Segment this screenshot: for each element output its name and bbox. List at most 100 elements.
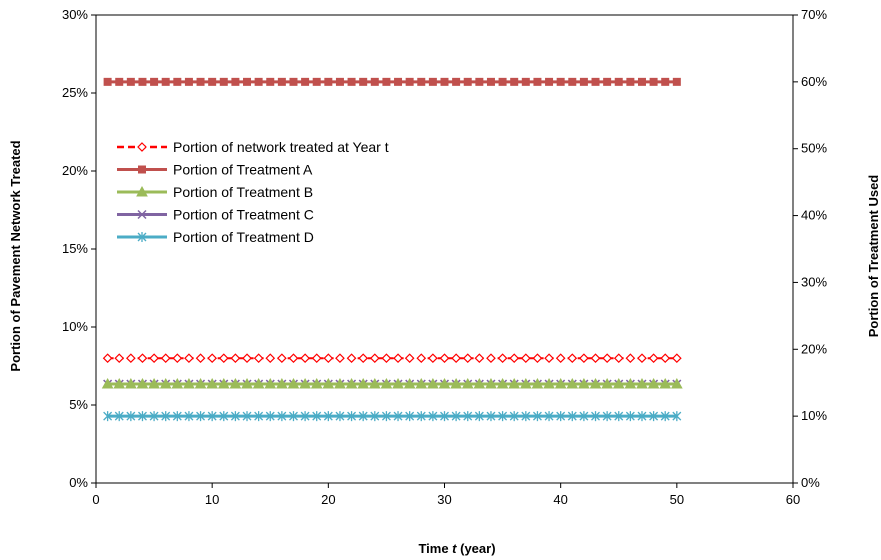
series-point <box>102 353 113 364</box>
series-point <box>486 353 496 364</box>
series-point <box>394 77 403 86</box>
left-tick-label: 30% <box>62 7 88 22</box>
series-point <box>217 378 230 389</box>
series-point <box>126 77 135 86</box>
series-point <box>393 411 403 422</box>
series-point <box>287 378 300 389</box>
left-tick-label: 0% <box>69 475 88 490</box>
series-point <box>591 411 600 422</box>
series-point <box>114 411 124 422</box>
series-point <box>277 353 287 364</box>
series-point <box>567 353 578 364</box>
series-point <box>254 77 263 86</box>
legend-marker <box>137 232 147 242</box>
series-point <box>637 353 647 364</box>
series-point <box>568 77 577 86</box>
left-axis-title: Portion of Pavement Network Treated <box>8 140 23 371</box>
series-point <box>300 411 310 422</box>
series-point <box>532 411 542 422</box>
series-point <box>498 411 508 422</box>
series-point <box>544 353 554 364</box>
series-point <box>626 77 635 86</box>
series-point <box>636 378 648 389</box>
series-point <box>381 353 392 364</box>
series-point <box>660 353 671 364</box>
right-tick-label: 0% <box>801 475 820 490</box>
series-point <box>324 77 333 86</box>
series-point <box>649 411 659 422</box>
series-point <box>368 378 381 389</box>
series-point <box>277 411 287 422</box>
series-point <box>521 411 531 422</box>
series-point <box>370 411 380 422</box>
series-point <box>428 411 438 422</box>
series-point <box>231 77 240 86</box>
series-point <box>463 411 473 422</box>
series-point <box>207 411 217 422</box>
series-point <box>335 77 344 86</box>
series-point <box>264 378 277 389</box>
series-point <box>253 353 264 364</box>
series-point <box>672 411 682 422</box>
series-point <box>544 411 554 422</box>
x-axis-title: Time t (year) <box>418 541 495 556</box>
series-point <box>229 378 242 389</box>
series-point <box>543 378 555 389</box>
series-point <box>612 378 625 389</box>
series-point <box>196 411 206 422</box>
legend-label: Portion of Treatment C <box>173 207 314 223</box>
series-point <box>637 77 646 86</box>
series-point <box>173 77 182 86</box>
right-tick-label: 50% <box>801 141 827 156</box>
series-point <box>672 77 681 86</box>
legend-entry: Portion of Treatment D <box>117 229 314 245</box>
series-point <box>115 77 124 86</box>
x-axis-title-var: t <box>452 541 457 556</box>
series-point <box>555 353 566 364</box>
series-point <box>159 378 172 389</box>
series-point <box>266 77 275 86</box>
legend-entry: Portion of Treatment B <box>117 184 313 200</box>
series-point <box>475 77 484 86</box>
left-tick-label: 25% <box>62 85 88 100</box>
series-point <box>579 411 589 422</box>
series-point <box>101 378 114 389</box>
series-point <box>602 353 612 364</box>
series-point <box>137 353 148 364</box>
series-point <box>230 411 240 422</box>
series-point <box>416 411 426 422</box>
series-point <box>602 411 612 422</box>
left-tick-label: 10% <box>62 319 88 334</box>
series-point <box>358 353 369 364</box>
x-tick-label: 50 <box>670 492 684 507</box>
series-point <box>509 353 520 364</box>
series-point <box>567 411 577 422</box>
left-tick-label: 5% <box>69 397 88 412</box>
series-point <box>184 353 194 364</box>
series-point <box>347 411 357 422</box>
series-point <box>486 411 496 422</box>
series-point <box>359 77 368 86</box>
series-point <box>428 77 437 86</box>
series-point <box>196 77 205 86</box>
series-point <box>648 353 659 364</box>
series-point <box>661 77 670 86</box>
series-point <box>357 378 370 389</box>
legend-label: Portion of Treatment B <box>173 184 313 200</box>
series-point <box>427 378 439 389</box>
legend-marker <box>136 185 148 197</box>
series-point <box>323 411 333 422</box>
series-point <box>322 378 335 389</box>
left-tick-label: 20% <box>62 163 88 178</box>
series-point <box>486 77 495 86</box>
series-point <box>589 378 602 389</box>
series-point <box>148 378 160 389</box>
series-point <box>241 378 253 389</box>
series-point <box>417 77 426 86</box>
series-point <box>208 77 217 86</box>
series-point <box>451 353 461 364</box>
series-point <box>184 411 194 422</box>
series-point <box>451 411 461 422</box>
legend-marker <box>137 209 147 220</box>
